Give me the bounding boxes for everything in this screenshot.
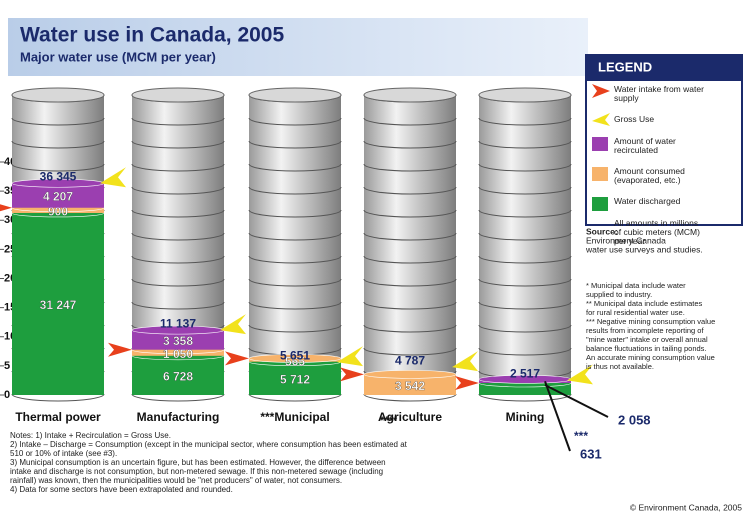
cylinder [479,95,571,395]
x-tick-label: Agriculture [378,410,442,424]
infographic: Water use in Canada, 2005 Major water us… [0,0,747,520]
value-label: 2 058 [618,412,651,427]
chart-title: Water use in Canada, 2005 [20,24,284,47]
intake-arrow [0,201,12,215]
cylinder-ring [364,394,456,401]
cylinder-ring [249,394,341,401]
value-label: 3 542 [395,379,425,393]
copyright: © Environment Canada, 2005 [630,502,742,512]
intake-arrow [108,343,132,357]
note: Notes: 1) Intake + Recirculation = Gross… [10,431,171,440]
cylinder-ring [12,394,104,401]
value-label: 4 207 [43,190,73,204]
gross-label: 4 787 [395,353,425,367]
legend-swatch [592,197,608,211]
cylinder-top [364,88,456,102]
intake-arrow [455,376,479,390]
chart-subtitle: Major water use (MCM per year) [20,49,216,64]
value-label: 631 [580,446,602,461]
value-label: 5 712 [280,373,310,387]
segment-cap [364,370,456,378]
cylinder [364,95,456,395]
note: 2) Intake – Discharge = Consumption (exc… [10,440,408,458]
x-tick-label: Mining [506,410,545,424]
intake-arrow [340,367,364,381]
legend-swatch [592,137,608,151]
annotation: *** [574,429,588,443]
value-label: 31 247 [40,298,77,312]
cylinder-top [249,88,341,102]
legend-title: LEGEND [598,59,652,74]
note: 3) Municipal consumption is an uncertain… [10,458,386,485]
cylinder-top [132,88,224,102]
gross-label: 5 651 [280,348,310,362]
legend-label: Amount consumed(evaporated, etc.) [614,166,685,185]
gross-label: 11 137 [160,316,196,330]
chart: Water use in Canada, 2005 Major water us… [0,0,747,520]
source-text: water use surveys and studies. [585,244,703,254]
cylinder-ring [132,394,224,401]
x-tick-label: Thermal power [15,410,101,424]
note: 4) Data for some sectors have been extra… [10,485,233,494]
cylinder-top [12,88,104,102]
pointer [545,385,608,417]
y-tick-label: 0 [4,389,10,401]
value-label: 3 358 [163,334,193,348]
legend-swatch [592,167,608,181]
gross-label: 2 517 [510,367,540,381]
footnote: *** Negative mining consumption valueres… [586,317,715,371]
y-tick-label: 5 [4,360,10,372]
legend-label: Gross Use [614,114,654,124]
cylinder-top [479,88,571,102]
intake-arrow [225,351,249,365]
x-tick-label: Manufacturing [137,410,220,424]
x-tick-label: ***Municipal [260,410,329,424]
gross-label: 36 345 [40,169,77,183]
value-label: 6 728 [163,370,193,384]
legend-label: Water discharged [614,196,681,206]
cylinder-ring [479,394,571,401]
